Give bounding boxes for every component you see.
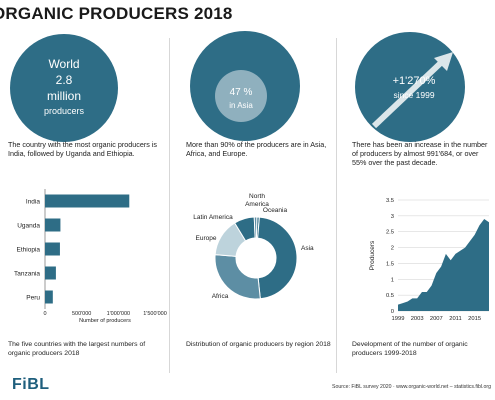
area-y-tick: 0: [391, 309, 394, 315]
area-y-axis-label: Producers: [369, 240, 376, 270]
area-x-tick: 2011: [449, 316, 461, 322]
area-y-tick: 3.5: [386, 198, 394, 204]
circle-world-producers: producers: [44, 106, 85, 116]
producers-trend-area-chart: 0 0.5 1 1.5 2 2.5 3 3.5 1999 2003 2007 2011 2015 Prod…: [369, 198, 489, 322]
area-y-tick: 1: [391, 277, 394, 283]
area-y-tick: 3: [391, 214, 394, 220]
panel1-text: The country with the most organic produc…: [8, 140, 158, 159]
bar-label: Uganda: [17, 223, 40, 230]
bar-tanzania: [45, 266, 56, 280]
area-x-tick: 2015: [468, 316, 481, 322]
panel3-text: There has been an increase in the number…: [352, 140, 488, 168]
growth-circle: [355, 32, 465, 142]
asia-inner-circle: [215, 70, 267, 122]
bar-x-axis-label: Number of producers: [79, 318, 131, 324]
donut-slice-north-america: [253, 216, 258, 239]
bar-x-tick: 1'000'000: [107, 311, 131, 317]
area-series: [398, 219, 489, 311]
bar-label: Peru: [26, 295, 40, 302]
donut-label: Asia: [301, 245, 314, 252]
fibl-logo: FiBL: [12, 376, 50, 393]
column-divider: [169, 38, 170, 373]
area-y-tick: 0.5: [386, 293, 394, 299]
bar-india: [45, 194, 130, 208]
asia-share-value: 47 %: [230, 87, 253, 98]
bar-label: India: [26, 199, 40, 206]
donut-label: Latin America: [193, 214, 233, 221]
donut-label: Oceania: [263, 207, 288, 214]
bar-label: Ethiopia: [17, 247, 41, 254]
asia-share-label: in Asia: [229, 101, 253, 110]
growth-label: since 1999: [393, 90, 434, 100]
area-y-tick: 1.5: [386, 261, 394, 267]
bar-x-tick: 0: [43, 311, 46, 317]
panel1-caption: The five countries with the largest numb…: [8, 341, 146, 357]
column-divider: [336, 38, 337, 373]
donut-slice-asia: [257, 216, 298, 300]
top-countries-bar-chart: India Uganda Ethiopia Tanzania Peru 0 500'000 1…: [14, 189, 167, 324]
regions-donut-chart: Asia Africa Latin America Europe NorthAmeric…: [193, 193, 314, 300]
growth-arrow-head-icon: [434, 52, 453, 71]
area-x-tick: 1999: [392, 316, 405, 322]
page-title: ORGANIC PRODUCERS 2018: [0, 4, 233, 23]
panel2-text: More than 90% of the producers are in As…: [186, 140, 327, 159]
circle-world-value: 2.8: [56, 73, 73, 87]
area-x-tick: 2007: [430, 316, 443, 322]
circle-world-unit: million: [47, 89, 81, 103]
circle-world-label: World: [48, 57, 79, 71]
source-note: Source: FiBL survey 2020 · www.organic-w…: [332, 384, 491, 390]
panel2-caption: Distribution of organic producers by reg…: [186, 341, 331, 348]
donut-label: North: [249, 193, 265, 200]
bar-x-tick: 1'500'000: [143, 311, 167, 317]
world-producers-circle: [10, 34, 118, 142]
bar-label: Tanzania: [14, 271, 40, 278]
bar-x-tick: 500'000: [72, 311, 91, 317]
donut-label: America: [245, 201, 269, 208]
area-x-tick: 2003: [411, 316, 424, 322]
area-y-tick: 2: [391, 246, 394, 252]
area-y-tick: 2.5: [386, 230, 394, 236]
bar-ethiopia: [45, 242, 60, 256]
donut-label: Europe: [196, 235, 217, 242]
donut-label: Africa: [212, 293, 229, 300]
growth-arrow-icon: [371, 55, 449, 129]
bar-peru: [45, 290, 53, 304]
panel3-caption: Development of the number of organic pro…: [352, 341, 468, 357]
growth-value: +1'270%: [393, 75, 436, 87]
bar-uganda: [45, 218, 61, 232]
